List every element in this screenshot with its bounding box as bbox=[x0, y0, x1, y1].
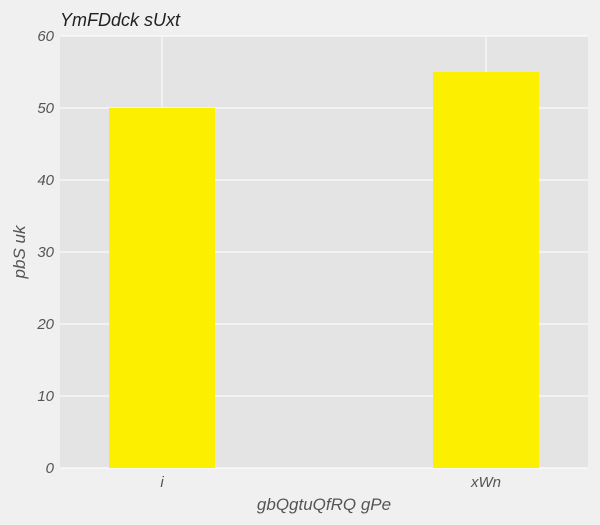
chart-title: YmFDdck sUxt bbox=[60, 10, 181, 30]
y-tick-label: 0 bbox=[46, 460, 55, 477]
x-tick-label: i bbox=[160, 474, 164, 491]
y-tick-label: 60 bbox=[37, 28, 54, 45]
y-tick-label: 30 bbox=[37, 244, 54, 261]
x-axis-label: gbQgtuQfRQ gPe bbox=[257, 495, 391, 514]
y-tick-label: 50 bbox=[37, 100, 54, 117]
y-axis-label: pbS uk bbox=[10, 224, 29, 279]
x-tick-label: xWn bbox=[470, 474, 501, 491]
tick-labels: 0 10 20 30 40 50 60 i xWn bbox=[36, 28, 501, 491]
y-tick-label: 10 bbox=[37, 388, 54, 405]
y-tick-label: 40 bbox=[37, 172, 54, 189]
bars bbox=[109, 72, 539, 468]
bar bbox=[109, 108, 215, 468]
bar bbox=[433, 72, 539, 468]
y-tick-label: 20 bbox=[36, 316, 54, 333]
